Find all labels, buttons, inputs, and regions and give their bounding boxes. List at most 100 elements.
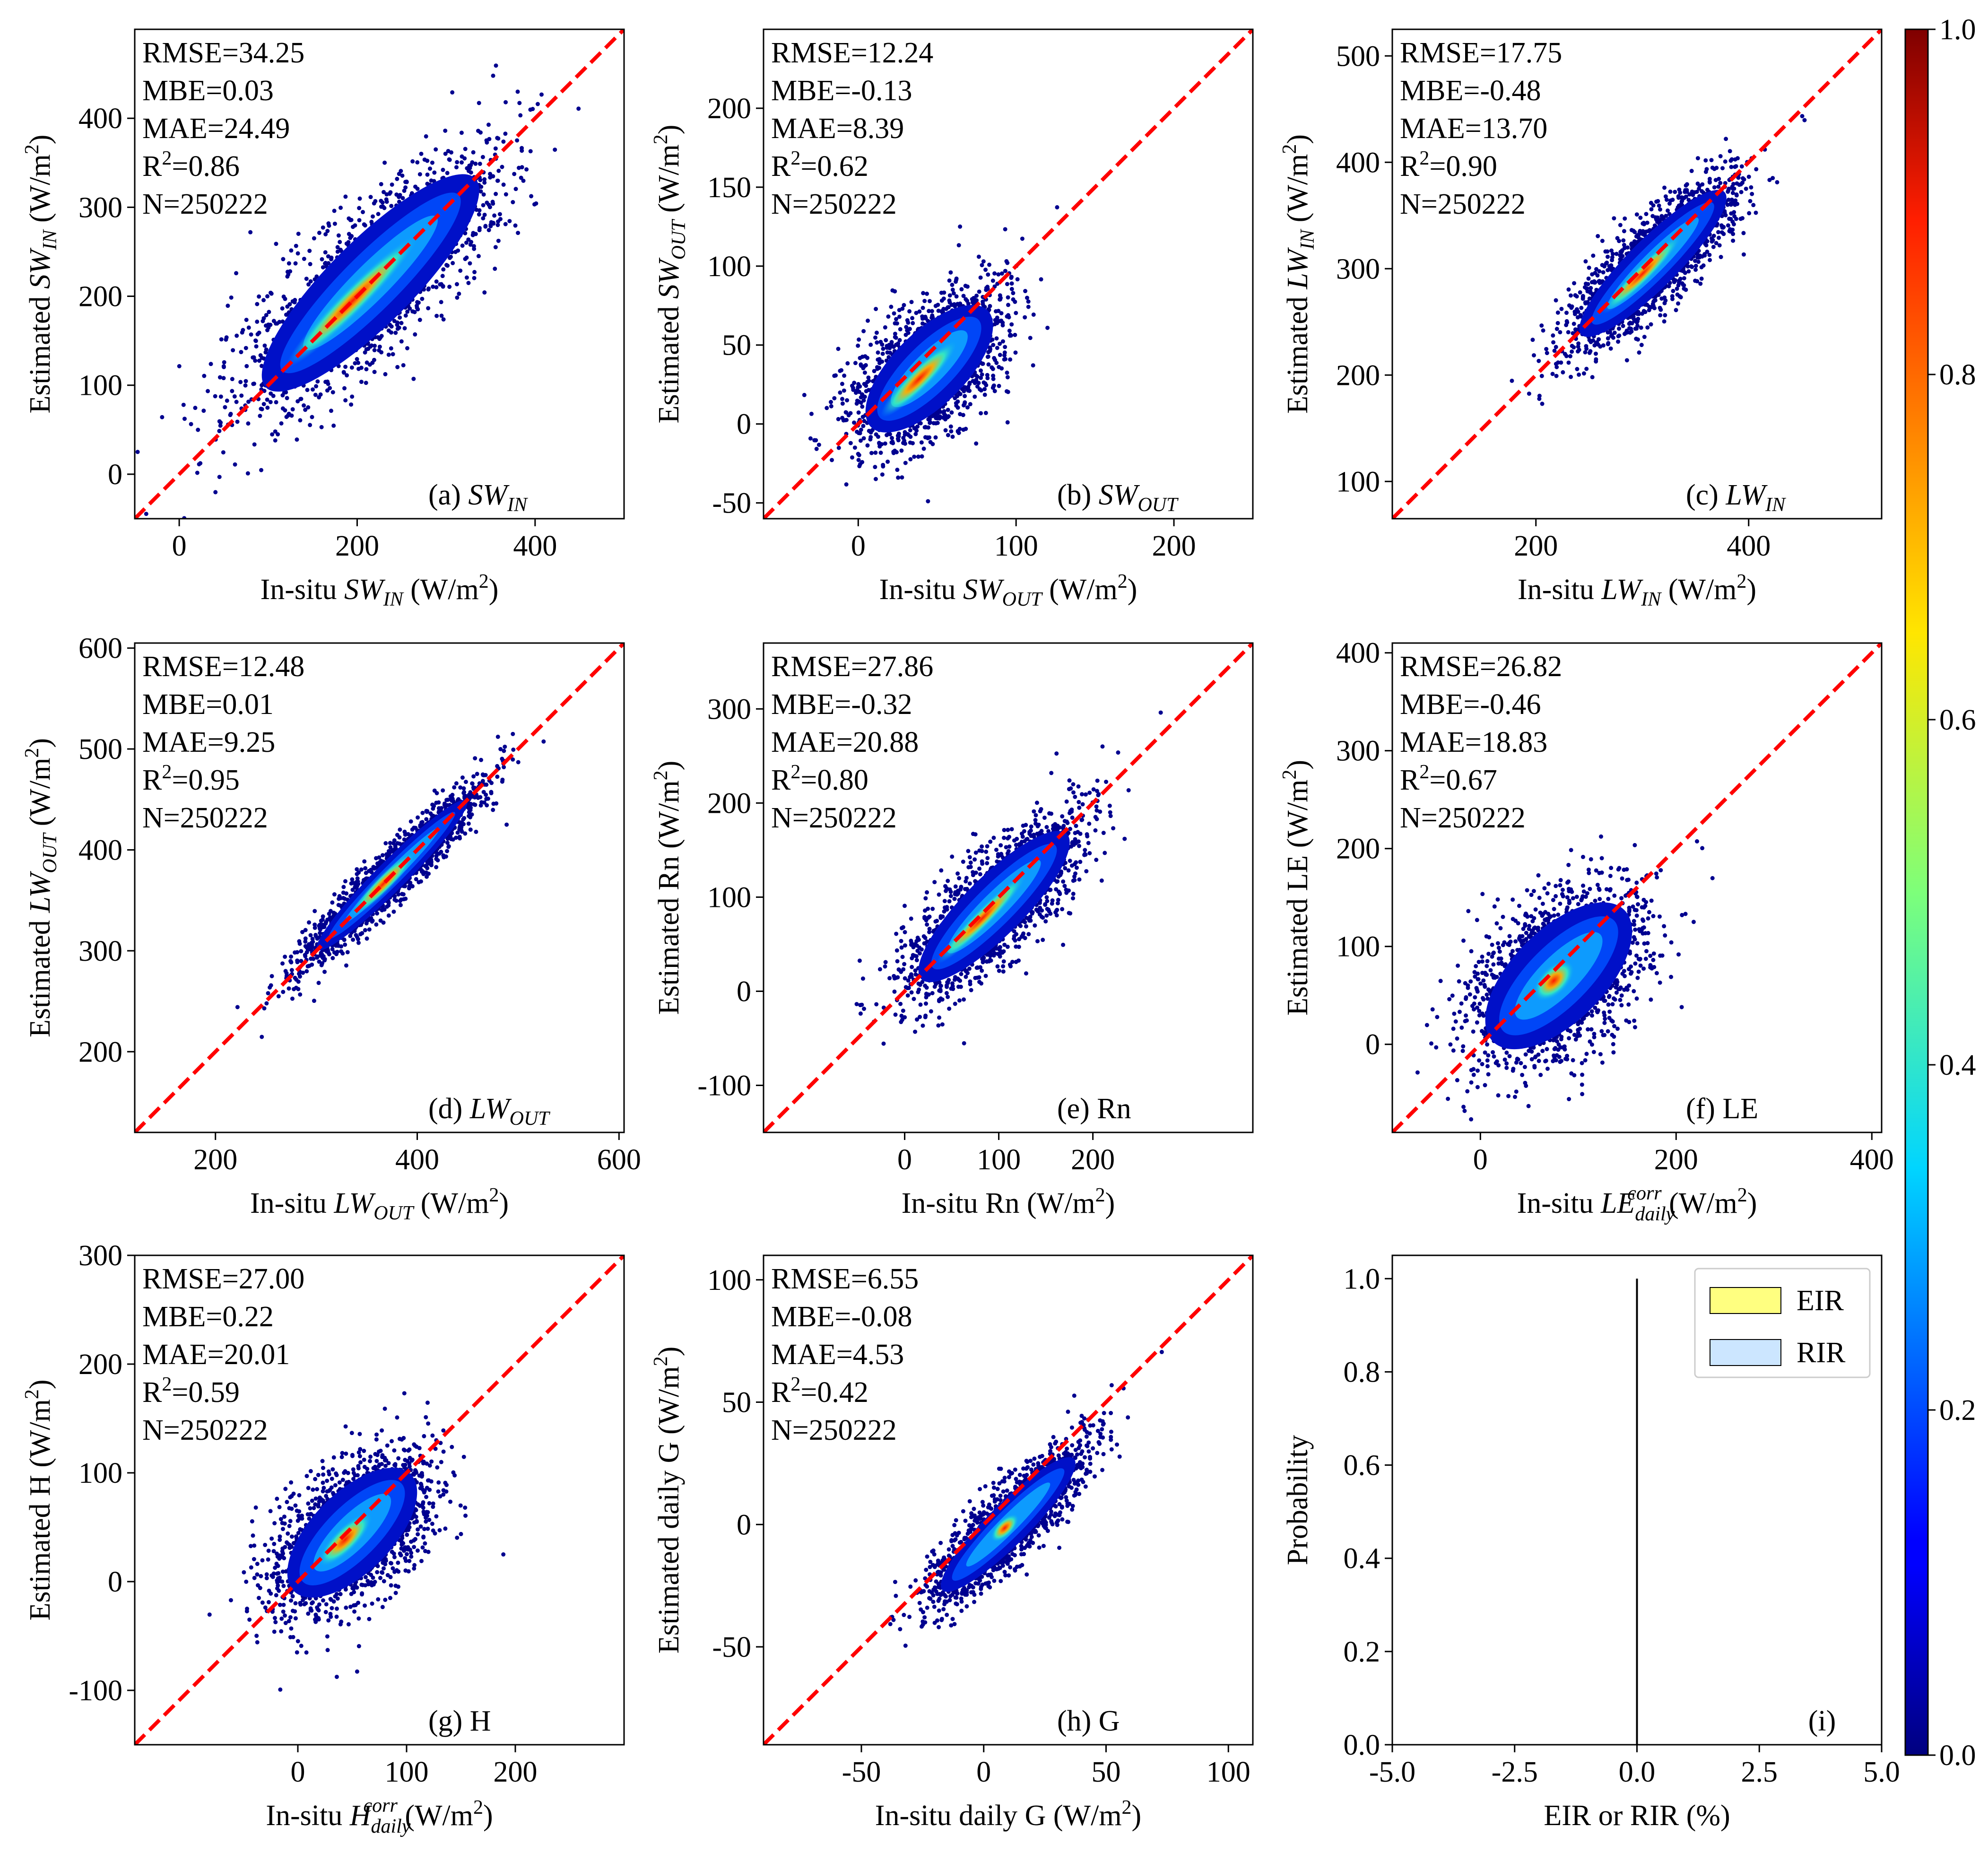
stat-text: RMSE=34.25 (142, 37, 304, 69)
y-tick-label: 400 (1336, 147, 1380, 179)
panel-label: (i) (1808, 1705, 1836, 1737)
y-tick-label: 400 (78, 834, 122, 866)
y-axis-label: Estimated daily G (W/m2​) (650, 1347, 685, 1653)
y-tick-label: 300 (78, 935, 122, 967)
panel-label: (e) Rn (1057, 1093, 1131, 1125)
x-tick-label: 200 (1071, 1144, 1115, 1176)
legend: EIR RIR (1694, 1268, 1871, 1378)
density-core (1533, 960, 1575, 1001)
y-tick-label: 0 (737, 975, 751, 1008)
stat-text: MBE=-0.48 (1400, 75, 1541, 107)
plot-area (764, 643, 1253, 1132)
x-axis-label: In-situ Hdailycorr​ (W/m2​) (266, 1795, 493, 1837)
panel-i: EIR RIR -5.0 -2.5 0.0 2.5 5.0 0.0 0.2 0.4 0.6 0.8 1.… (1282, 1254, 1900, 1832)
legend-label: RIR (1797, 1337, 1846, 1369)
x-axis-label: EIR or RIR (%) (1544, 1800, 1730, 1832)
one-to-one-line (764, 29, 1253, 519)
y-tick-label: 0.8 (1344, 1356, 1380, 1388)
y-axis-label: Probability (1282, 1435, 1314, 1566)
x-axis-label: In-situ Rn (W/m2​) (902, 1184, 1115, 1219)
x-axis-label: In-situ LWIN​ (W/m2​) (1518, 571, 1756, 610)
axes-frame (763, 642, 1254, 1133)
stat-text: N=250222 (771, 188, 897, 220)
y-tick-label: 600 (78, 633, 122, 665)
y-tick-label: 500 (78, 733, 122, 766)
colorbar: 0.0 0.2 0.4 0.6 0.8 1.0 (1904, 14, 1976, 1772)
stat-text: R2​=0.67 (1400, 761, 1497, 796)
panel-label: (c) LWIN​ (1686, 479, 1786, 516)
x-tick-label: 0 (851, 530, 866, 562)
stat-text: MAE=13.70 (1400, 113, 1547, 145)
x-tick-label: -50 (842, 1756, 881, 1788)
legend-label: EIR (1797, 1285, 1844, 1317)
one-to-one-line (135, 643, 624, 1132)
stat-text: RMSE=12.48 (142, 651, 304, 683)
plot-area (135, 643, 624, 1132)
y-tick-label: -50 (712, 487, 751, 520)
y-axis-label: Estimated LWIN​ (W/m2​) (1279, 134, 1319, 414)
y-axis-label: Estimated SWOUT​ (W/m2​) (650, 125, 690, 424)
x-tick-label: 100 (385, 1756, 429, 1788)
stat-text: R2​=0.90 (1400, 148, 1497, 183)
x-tick-label: 0 (291, 1756, 305, 1788)
y-tick-label: 100 (707, 881, 751, 913)
x-tick-label: 2.5 (1741, 1756, 1778, 1788)
plot-area (1392, 643, 1882, 1132)
stat-text: MBE=-0.13 (771, 75, 912, 107)
stat-text: MBE=-0.46 (1400, 688, 1541, 721)
axes-frame (763, 28, 1254, 520)
x-tick-label: 200 (335, 530, 379, 562)
scatter-points (1415, 834, 1715, 1122)
density-core (990, 1514, 1019, 1542)
density-core (318, 1512, 373, 1567)
y-tick-label: 0 (1365, 1029, 1380, 1061)
y-tick-label: 1.0 (1344, 1263, 1380, 1295)
x-tick-label: 0 (897, 1144, 912, 1176)
stat-text: MAE=9.25 (142, 726, 275, 758)
y-tick-label: -50 (712, 1631, 751, 1663)
y-tick-label: 200 (78, 281, 122, 313)
stat-text: R2​=0.86 (142, 148, 240, 183)
stat-text: MBE=0.03 (142, 75, 274, 107)
stat-text: RMSE=12.24 (771, 37, 933, 69)
stat-text: MAE=20.01 (142, 1339, 290, 1371)
panel-label: (f) LE (1686, 1093, 1758, 1125)
stat-text: R2​=0.42 (771, 1374, 868, 1409)
one-to-one-line (764, 1255, 1253, 1745)
x-tick-label: 100 (1207, 1756, 1250, 1788)
one-to-one-line (135, 29, 624, 519)
y-tick-label: 150 (707, 172, 751, 204)
one-to-one-line (1392, 29, 1882, 519)
stat-text: R2​=0.80 (771, 761, 868, 796)
stat-text: MAE=18.83 (1400, 726, 1547, 758)
scatter-points (1510, 114, 1807, 406)
x-tick-label: 0.0 (1619, 1756, 1656, 1788)
axes-frame (134, 642, 625, 1133)
y-tick-label: 0 (737, 409, 751, 441)
stat-text: MBE=0.22 (142, 1301, 274, 1333)
plot-area (135, 1255, 624, 1745)
x-axis-label: In-situ SWOUT​ (W/m2​) (879, 571, 1137, 610)
y-tick-label: -100 (69, 1675, 122, 1707)
y-tick-label: 100 (1336, 466, 1380, 498)
y-tick-label: 50 (722, 330, 751, 362)
stat-text: RMSE=27.86 (771, 651, 933, 683)
x-tick-label: 0 (1473, 1144, 1488, 1176)
one-to-one-line (1392, 643, 1882, 1132)
stat-text: N=250222 (142, 188, 268, 220)
stat-text: N=250222 (142, 802, 268, 834)
x-tick-label: 5.0 (1863, 1756, 1900, 1788)
scatter-points (888, 1349, 1164, 1648)
colorbar-tick-label: 0.2 (1939, 1394, 1976, 1427)
x-tick-label: -2.5 (1492, 1756, 1538, 1788)
y-tick-label: 100 (707, 1264, 751, 1296)
stat-text: R2​=0.62 (771, 148, 868, 183)
panel-label: (g) H (428, 1705, 491, 1737)
x-tick-label: 0 (976, 1756, 991, 1788)
y-tick-label: 0.2 (1344, 1636, 1380, 1668)
